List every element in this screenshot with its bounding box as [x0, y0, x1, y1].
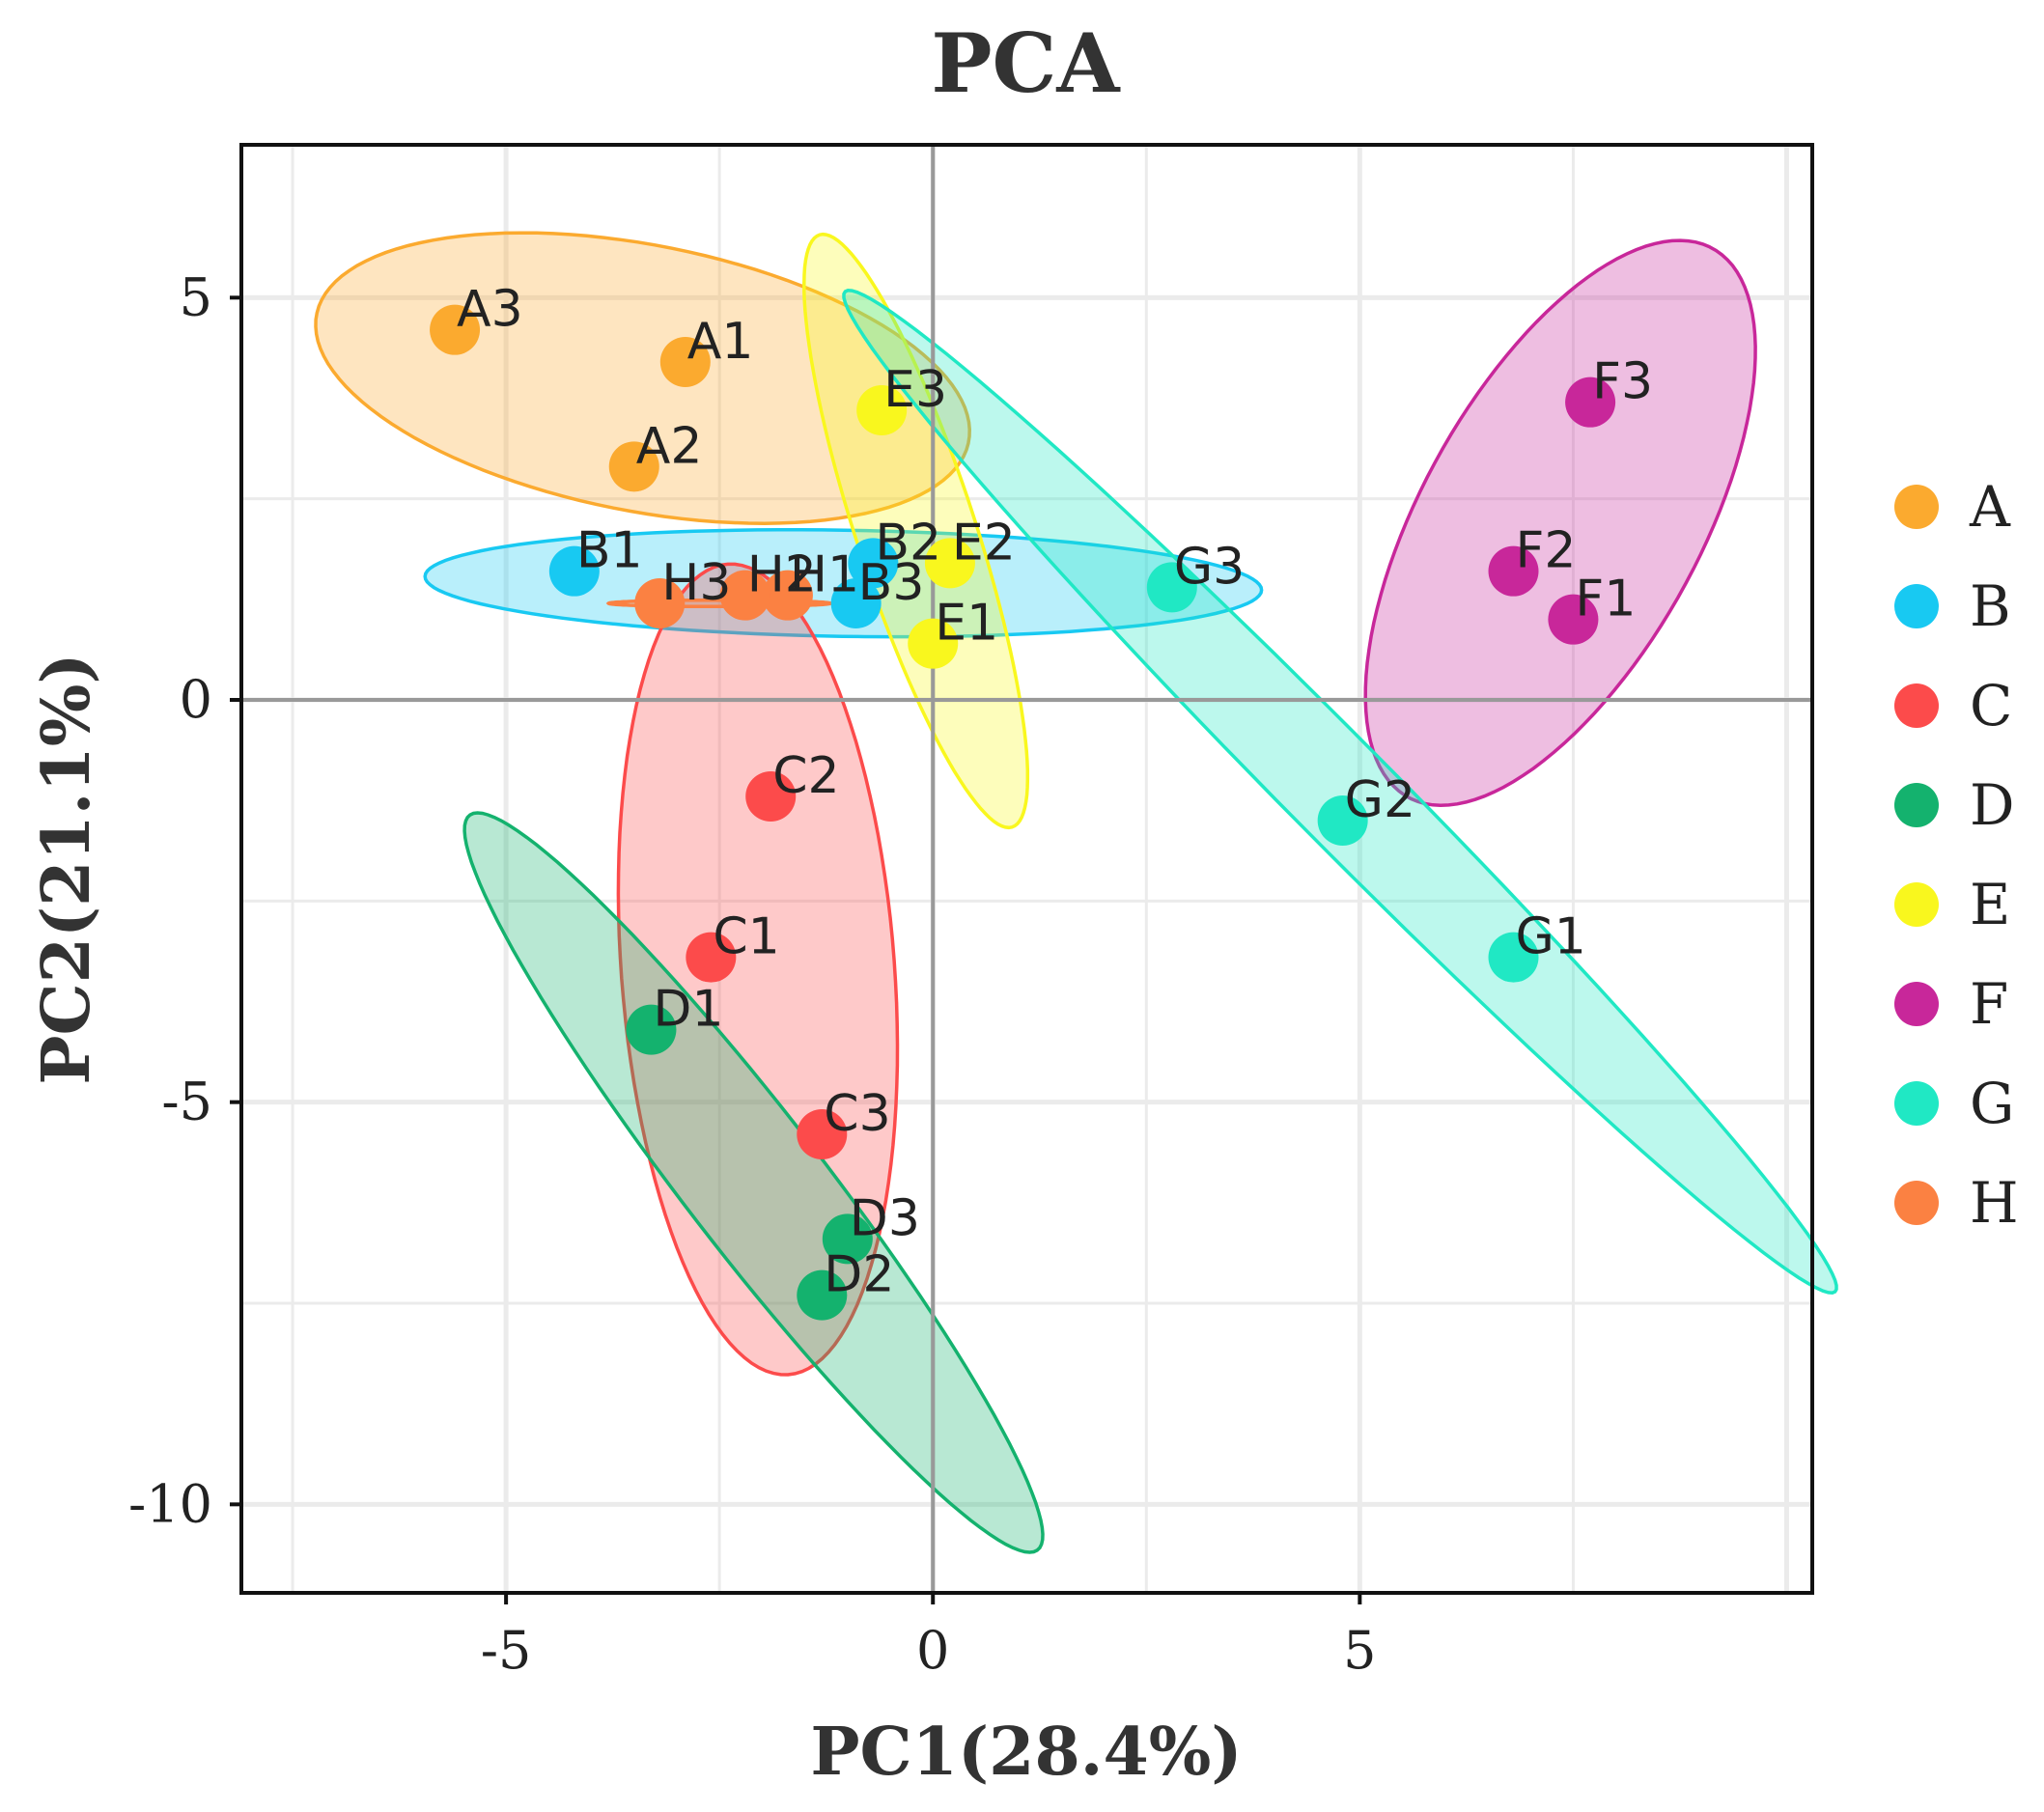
label-g3: G3 [1174, 538, 1245, 596]
y-tick-label: -5 [161, 1072, 212, 1132]
label-c1: C1 [713, 908, 779, 966]
x-tick-label: 5 [1343, 1620, 1376, 1681]
point-h2 [719, 570, 770, 621]
scatter-points [430, 304, 1616, 1321]
legend-marker-d [1894, 783, 1939, 827]
point-f3 [1565, 376, 1616, 428]
point-g1 [1488, 932, 1539, 983]
legend-marker-f [1894, 982, 1939, 1026]
point-b3 [830, 578, 882, 628]
label-a1: A1 [687, 313, 754, 371]
legend-marker-e [1894, 882, 1939, 927]
point-a2 [608, 441, 659, 492]
axis-ticks: -5 0 5 5 0 -5 -10 [128, 266, 1377, 1681]
point-h3 [634, 578, 686, 628]
label-d2: D2 [824, 1246, 894, 1304]
label-b1: B1 [576, 522, 643, 580]
point-b2 [848, 538, 899, 589]
label-h3: H3 [661, 554, 731, 612]
label-f2: F2 [1516, 522, 1577, 580]
label-c3: C3 [824, 1085, 890, 1143]
point-c3 [797, 1109, 848, 1159]
legend-label-h: H [1970, 1170, 2019, 1236]
x-tick-label: -5 [481, 1620, 532, 1681]
label-h2: H2 [747, 546, 817, 604]
y-tick-label: 5 [180, 266, 212, 327]
label-d1: D1 [653, 981, 723, 1039]
label-c2: C2 [772, 747, 839, 805]
legend-marker-h [1894, 1181, 1939, 1225]
label-h1: H1 [790, 546, 859, 604]
point-d3 [822, 1213, 873, 1265]
y-axis-title: PC2(21.1%) [28, 653, 105, 1084]
point-b1 [548, 545, 600, 597]
y-tick-label: -10 [128, 1473, 212, 1534]
x-axis-title: PC1(28.4%) [810, 1714, 1242, 1791]
point-g2 [1317, 795, 1368, 846]
point-c1 [686, 932, 737, 983]
label-e1: E1 [935, 595, 998, 653]
zero-lines [241, 145, 1812, 1593]
y-tick-label: 0 [180, 669, 212, 730]
point-d1 [626, 1004, 677, 1055]
point-d2 [797, 1269, 848, 1321]
x-tick-label: 0 [916, 1620, 949, 1681]
label-a2: A2 [636, 417, 703, 475]
plot-frame [239, 143, 1814, 1595]
point-f2 [1488, 545, 1539, 597]
ellipse-group-g [842, 289, 1838, 1295]
ellipse-group-d [462, 811, 1045, 1554]
point-a3 [430, 304, 481, 355]
point-c2 [745, 771, 797, 822]
legend-marker-a [1894, 485, 1939, 529]
label-g1: G1 [1516, 908, 1586, 966]
label-g2: G2 [1345, 771, 1415, 829]
legend-label-b: B [1970, 573, 2011, 639]
point-g3 [1146, 562, 1197, 613]
label-f3: F3 [1592, 353, 1653, 411]
label-a3: A3 [457, 281, 523, 339]
point-e1 [908, 618, 959, 669]
point-e3 [856, 385, 908, 435]
label-d3: D3 [850, 1189, 920, 1247]
label-b3: B3 [858, 554, 925, 612]
point-f1 [1548, 594, 1599, 645]
point-a1 [659, 337, 711, 387]
point-h1 [762, 570, 813, 621]
legend-label-c: C [1970, 673, 2012, 739]
legend-marker-c [1894, 683, 1939, 728]
label-f1: F1 [1575, 571, 1636, 628]
legend-label-e: E [1970, 872, 2010, 937]
legend-marker-g [1894, 1081, 1939, 1126]
ellipse-group-f [1363, 238, 1757, 808]
legend-label-g: G [1970, 1071, 2014, 1136]
label-e3: E3 [883, 361, 947, 419]
ellipse-group-e [802, 232, 1030, 830]
legend-label-a: A [1969, 474, 2011, 540]
legend-label-d: D [1970, 772, 2015, 838]
label-b2: B2 [875, 514, 941, 571]
label-e2: E2 [952, 514, 1016, 571]
point-e2 [924, 538, 975, 589]
chart-title: PCA [931, 15, 1121, 111]
legend-marker-b [1894, 584, 1939, 628]
confidence-ellipses [314, 231, 1838, 1554]
legend-label-f: F [1970, 971, 2008, 1037]
